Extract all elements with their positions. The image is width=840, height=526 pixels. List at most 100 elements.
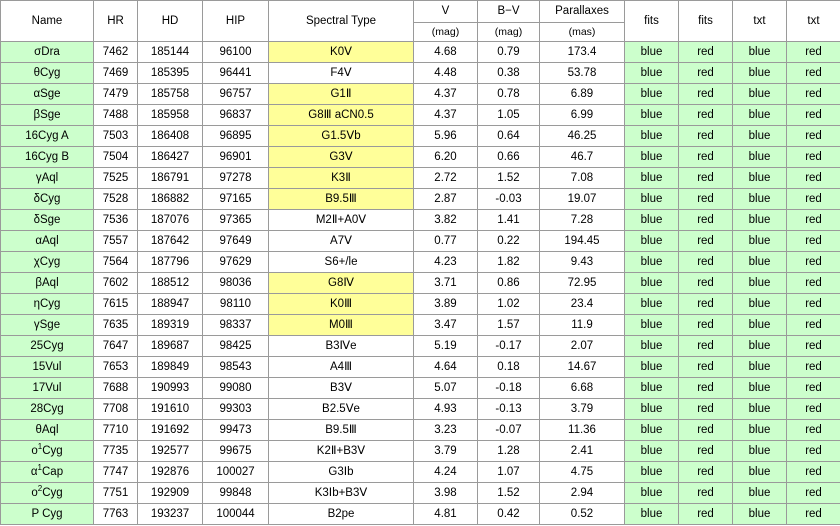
txt-blue-link[interactable]: blue bbox=[732, 251, 787, 273]
txt-red-link[interactable]: red bbox=[786, 83, 840, 105]
fits-blue-link[interactable]: blue bbox=[624, 335, 679, 357]
hip-cell: 98543 bbox=[202, 356, 269, 378]
txt-blue-link[interactable]: blue bbox=[732, 461, 787, 483]
txt-blue-link[interactable]: blue bbox=[732, 125, 787, 147]
txt-red-link[interactable]: red bbox=[786, 125, 840, 147]
fits-blue-link[interactable]: blue bbox=[624, 230, 679, 252]
txt-red-link[interactable]: red bbox=[786, 503, 840, 525]
txt-red-link[interactable]: red bbox=[786, 419, 840, 441]
txt-blue-link[interactable]: blue bbox=[732, 167, 787, 189]
fits-red-link[interactable]: red bbox=[678, 503, 733, 525]
txt-blue-link[interactable]: blue bbox=[732, 41, 787, 63]
txt-blue-link[interactable]: blue bbox=[732, 272, 787, 294]
fits-blue-link[interactable]: blue bbox=[624, 83, 679, 105]
txt-red-link[interactable]: red bbox=[786, 461, 840, 483]
txt-red-link[interactable]: red bbox=[786, 167, 840, 189]
fits-blue-link[interactable]: blue bbox=[624, 272, 679, 294]
hip-cell: 96837 bbox=[202, 104, 269, 126]
fits-red-link[interactable]: red bbox=[678, 146, 733, 168]
txt-blue-link[interactable]: blue bbox=[732, 230, 787, 252]
fits-blue-link[interactable]: blue bbox=[624, 398, 679, 420]
v-mag-cell: 6.20 bbox=[413, 146, 478, 168]
txt-red-link[interactable]: red bbox=[786, 335, 840, 357]
fits-red-link[interactable]: red bbox=[678, 230, 733, 252]
fits-blue-link[interactable]: blue bbox=[624, 293, 679, 315]
txt-red-link[interactable]: red bbox=[786, 293, 840, 315]
hr-cell: 7708 bbox=[93, 398, 138, 420]
fits-red-link[interactable]: red bbox=[678, 377, 733, 399]
fits-blue-link[interactable]: blue bbox=[624, 314, 679, 336]
txt-blue-link[interactable]: blue bbox=[732, 293, 787, 315]
fits-red-link[interactable]: red bbox=[678, 83, 733, 105]
fits-red-link[interactable]: red bbox=[678, 335, 733, 357]
fits-blue-link[interactable]: blue bbox=[624, 41, 679, 63]
fits-blue-link[interactable]: blue bbox=[624, 104, 679, 126]
txt-blue-link[interactable]: blue bbox=[732, 482, 787, 504]
txt-red-link[interactable]: red bbox=[786, 314, 840, 336]
txt-red-link[interactable]: red bbox=[786, 398, 840, 420]
txt-blue-link[interactable]: blue bbox=[732, 440, 787, 462]
txt-red-link[interactable]: red bbox=[786, 482, 840, 504]
txt-blue-link[interactable]: blue bbox=[732, 335, 787, 357]
fits-red-link[interactable]: red bbox=[678, 125, 733, 147]
txt-red-link[interactable]: red bbox=[786, 209, 840, 231]
fits-red-link[interactable]: red bbox=[678, 188, 733, 210]
txt-blue-link[interactable]: blue bbox=[732, 188, 787, 210]
fits-blue-link[interactable]: blue bbox=[624, 251, 679, 273]
fits-red-link[interactable]: red bbox=[678, 356, 733, 378]
txt-blue-link[interactable]: blue bbox=[732, 83, 787, 105]
fits-blue-link[interactable]: blue bbox=[624, 461, 679, 483]
txt-blue-link[interactable]: blue bbox=[732, 398, 787, 420]
fits-red-link[interactable]: red bbox=[678, 251, 733, 273]
fits-red-link[interactable]: red bbox=[678, 104, 733, 126]
fits-red-link[interactable]: red bbox=[678, 419, 733, 441]
txt-blue-link[interactable]: blue bbox=[732, 314, 787, 336]
txt-red-link[interactable]: red bbox=[786, 272, 840, 294]
fits-blue-link[interactable]: blue bbox=[624, 482, 679, 504]
txt-red-link[interactable]: red bbox=[786, 62, 840, 84]
txt-red-link[interactable]: red bbox=[786, 356, 840, 378]
txt-red-link[interactable]: red bbox=[786, 230, 840, 252]
fits-blue-link[interactable]: blue bbox=[624, 503, 679, 525]
hd-cell: 192909 bbox=[137, 482, 203, 504]
spectral-type-cell: G1.5Ⅴb bbox=[268, 125, 414, 147]
fits-blue-link[interactable]: blue bbox=[624, 62, 679, 84]
fits-blue-link[interactable]: blue bbox=[624, 209, 679, 231]
txt-blue-link[interactable]: blue bbox=[732, 419, 787, 441]
txt-red-link[interactable]: red bbox=[786, 377, 840, 399]
fits-red-link[interactable]: red bbox=[678, 293, 733, 315]
fits-red-link[interactable]: red bbox=[678, 461, 733, 483]
fits-blue-link[interactable]: blue bbox=[624, 440, 679, 462]
fits-blue-link[interactable]: blue bbox=[624, 356, 679, 378]
fits-blue-link[interactable]: blue bbox=[624, 125, 679, 147]
txt-blue-link[interactable]: blue bbox=[732, 377, 787, 399]
txt-blue-link[interactable]: blue bbox=[732, 62, 787, 84]
txt-red-link[interactable]: red bbox=[786, 146, 840, 168]
txt-red-link[interactable]: red bbox=[786, 188, 840, 210]
fits-red-link[interactable]: red bbox=[678, 440, 733, 462]
fits-red-link[interactable]: red bbox=[678, 272, 733, 294]
txt-blue-link[interactable]: blue bbox=[732, 209, 787, 231]
txt-blue-link[interactable]: blue bbox=[732, 503, 787, 525]
txt-red-link[interactable]: red bbox=[786, 104, 840, 126]
fits-red-link[interactable]: red bbox=[678, 398, 733, 420]
fits-blue-link[interactable]: blue bbox=[624, 188, 679, 210]
txt-blue-link[interactable]: blue bbox=[732, 146, 787, 168]
txt-red-link[interactable]: red bbox=[786, 440, 840, 462]
txt-red-link[interactable]: red bbox=[786, 41, 840, 63]
fits-blue-link[interactable]: blue bbox=[624, 167, 679, 189]
fits-red-link[interactable]: red bbox=[678, 482, 733, 504]
fits-red-link[interactable]: red bbox=[678, 209, 733, 231]
txt-blue-link[interactable]: blue bbox=[732, 104, 787, 126]
txt-red-link[interactable]: red bbox=[786, 251, 840, 273]
txt-blue-link[interactable]: blue bbox=[732, 356, 787, 378]
fits-red-link[interactable]: red bbox=[678, 314, 733, 336]
fits-blue-link[interactable]: blue bbox=[624, 377, 679, 399]
hr-cell: 7557 bbox=[93, 230, 138, 252]
fits-red-link[interactable]: red bbox=[678, 167, 733, 189]
b-v-cell: 0.22 bbox=[477, 230, 540, 252]
fits-red-link[interactable]: red bbox=[678, 62, 733, 84]
fits-blue-link[interactable]: blue bbox=[624, 419, 679, 441]
fits-blue-link[interactable]: blue bbox=[624, 146, 679, 168]
fits-red-link[interactable]: red bbox=[678, 41, 733, 63]
